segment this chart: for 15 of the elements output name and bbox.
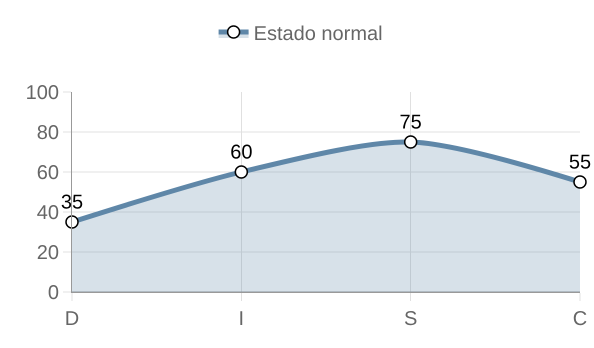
data-label: 35 <box>60 192 84 214</box>
data-label: 75 <box>400 112 422 134</box>
y-tick-label: 0 <box>48 282 59 304</box>
x-tick-label: D <box>64 308 80 330</box>
y-tick-label: 80 <box>36 122 59 144</box>
y-tick-label: 20 <box>36 242 59 264</box>
x-tick-label: I <box>238 308 244 330</box>
x-tick-label: C <box>572 308 588 330</box>
y-tick-label: 100 <box>26 82 59 104</box>
data-label: 60 <box>230 142 252 164</box>
data-label: 55 <box>568 152 592 174</box>
legend-label: Estado normal <box>254 22 383 45</box>
y-tick-label: 40 <box>36 202 59 224</box>
y-tick-label: 60 <box>36 162 59 184</box>
x-tick-label: S <box>404 308 418 330</box>
